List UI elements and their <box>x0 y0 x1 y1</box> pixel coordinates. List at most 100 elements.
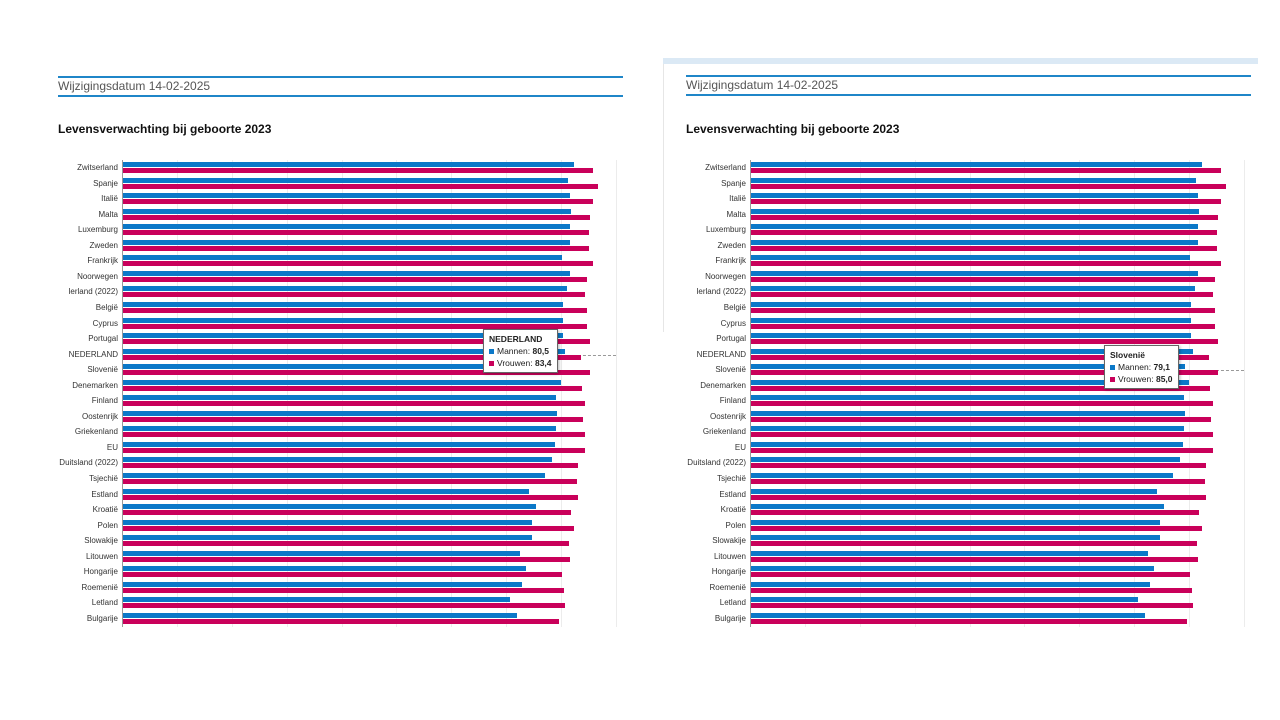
category-label: Roemenië <box>81 582 118 592</box>
category-label: België <box>723 302 746 312</box>
bar-vrouwen <box>751 416 1211 422</box>
bar-mannen <box>751 612 1146 618</box>
category-label: Finland <box>91 396 118 406</box>
vrouwen-legend-icon <box>489 361 494 367</box>
bar-mannen <box>123 208 572 214</box>
bar-mannen <box>123 395 557 401</box>
category-label: Slowakije <box>84 536 118 546</box>
bar-vrouwen <box>751 432 1213 438</box>
category-label: Italië <box>101 194 118 204</box>
chart-title: Levensverwachting bij geboorte 2023 <box>58 122 272 136</box>
modified-date: Wijzigingsdatum 14-02-2025 <box>58 79 211 93</box>
bar-mannen <box>751 270 1198 276</box>
bar-vrouwen <box>123 587 564 593</box>
category-label: Malta <box>98 209 118 219</box>
gridline <box>396 160 398 627</box>
category-label: Malta <box>726 209 746 219</box>
bar-vrouwen <box>751 510 1200 516</box>
category-label: Bulgarije <box>714 613 746 623</box>
bar-mannen <box>123 581 523 587</box>
tooltip-title: NEDERLAND <box>489 334 543 344</box>
bar-mannen <box>123 410 557 416</box>
category-label: Kroatië <box>720 505 746 515</box>
bar-mannen <box>123 441 555 447</box>
gridline <box>1134 160 1136 627</box>
bar-vrouwen <box>123 432 585 438</box>
bar-vrouwen <box>751 245 1217 251</box>
bar-vrouwen <box>123 541 570 547</box>
category-label: Oostenrijk <box>709 411 746 421</box>
bar-mannen <box>123 177 568 183</box>
tooltip-vrouwen-label: Vrouwen: <box>1118 374 1154 384</box>
bar-mannen <box>123 333 563 339</box>
bar-mannen <box>123 317 564 323</box>
bar-vrouwen <box>123 479 578 484</box>
bar-mannen <box>123 270 570 276</box>
bar-vrouwen <box>123 401 586 407</box>
bar-vrouwen <box>751 572 1191 578</box>
bar-mannen <box>751 162 1202 167</box>
bar-vrouwen <box>751 603 1194 609</box>
bar-vrouwen <box>751 261 1222 267</box>
bar-mannen <box>751 597 1138 603</box>
bar-vrouwen <box>123 307 587 313</box>
gridline <box>341 160 343 627</box>
bar-vrouwen <box>751 447 1213 453</box>
header-line-bottom <box>58 95 623 97</box>
chart-title: Levensverwachting bij geboorte 2023 <box>686 122 900 136</box>
category-label: Noorwegen <box>77 271 118 281</box>
category-label: Noorwegen <box>705 271 746 281</box>
bar-vrouwen <box>751 323 1215 329</box>
gridline <box>969 160 971 627</box>
category-label: Slovenië <box>87 365 118 375</box>
bar-vrouwen <box>123 603 566 609</box>
bar-vrouwen <box>751 339 1218 345</box>
tooltip-mannen-label: Mannen: <box>1118 362 1152 372</box>
category-label: Cyprus <box>92 318 118 328</box>
mannen-legend-icon <box>1110 365 1115 371</box>
gridline <box>506 160 508 627</box>
bar-mannen <box>751 255 1191 261</box>
gridline <box>1024 160 1026 627</box>
category-label: Slowakije <box>712 536 746 546</box>
category-label: Polen <box>97 520 118 530</box>
bar-vrouwen <box>123 494 579 500</box>
header-line-top <box>686 75 1251 77</box>
bar-mannen <box>123 286 567 292</box>
category-label: Luxemburg <box>705 225 746 235</box>
y-axis <box>750 160 751 627</box>
category-label: Zwitserland <box>77 163 118 172</box>
bar-vrouwen <box>123 276 587 282</box>
category-label: Letland <box>91 598 118 608</box>
bar-mannen <box>123 255 563 261</box>
category-label: Luxemburg <box>77 225 118 235</box>
bar-vrouwen <box>751 463 1207 469</box>
category-label: Zweden <box>717 240 746 250</box>
bar-vrouwen <box>751 587 1192 593</box>
bar-mannen <box>123 348 565 354</box>
bar-mannen <box>123 504 536 510</box>
bar-vrouwen <box>123 447 585 453</box>
bar-vrouwen <box>751 541 1198 547</box>
category-label: Italië <box>729 194 746 204</box>
gridline <box>616 160 617 627</box>
mannen-legend-icon <box>489 349 494 355</box>
tooltip-mannen-value: 79,1 <box>1153 362 1171 372</box>
category-label: EU <box>734 442 746 452</box>
tooltip-title: Slovenië <box>1110 350 1145 360</box>
bar-mannen <box>123 612 518 618</box>
bar-mannen <box>123 301 563 307</box>
bar-mannen <box>751 535 1161 541</box>
category-label: Slovenië <box>715 365 746 375</box>
bar-mannen <box>123 488 529 494</box>
bar-vrouwen <box>751 276 1215 282</box>
tooltip-vrouwen-value: 85,0 <box>1155 374 1173 384</box>
category-label: Hongarije <box>83 567 118 577</box>
category-label: Denemarken <box>700 380 746 390</box>
tooltip-nederland: NEDERLAND Mannen: 80,5 Vrouwen: 83,4 <box>483 329 558 373</box>
tooltip-mannen-label: Mannen: <box>497 346 531 356</box>
bar-vrouwen <box>123 525 575 531</box>
category-label: Zweden <box>89 240 118 250</box>
bar-vrouwen <box>751 292 1213 298</box>
bar-mannen <box>751 193 1199 199</box>
